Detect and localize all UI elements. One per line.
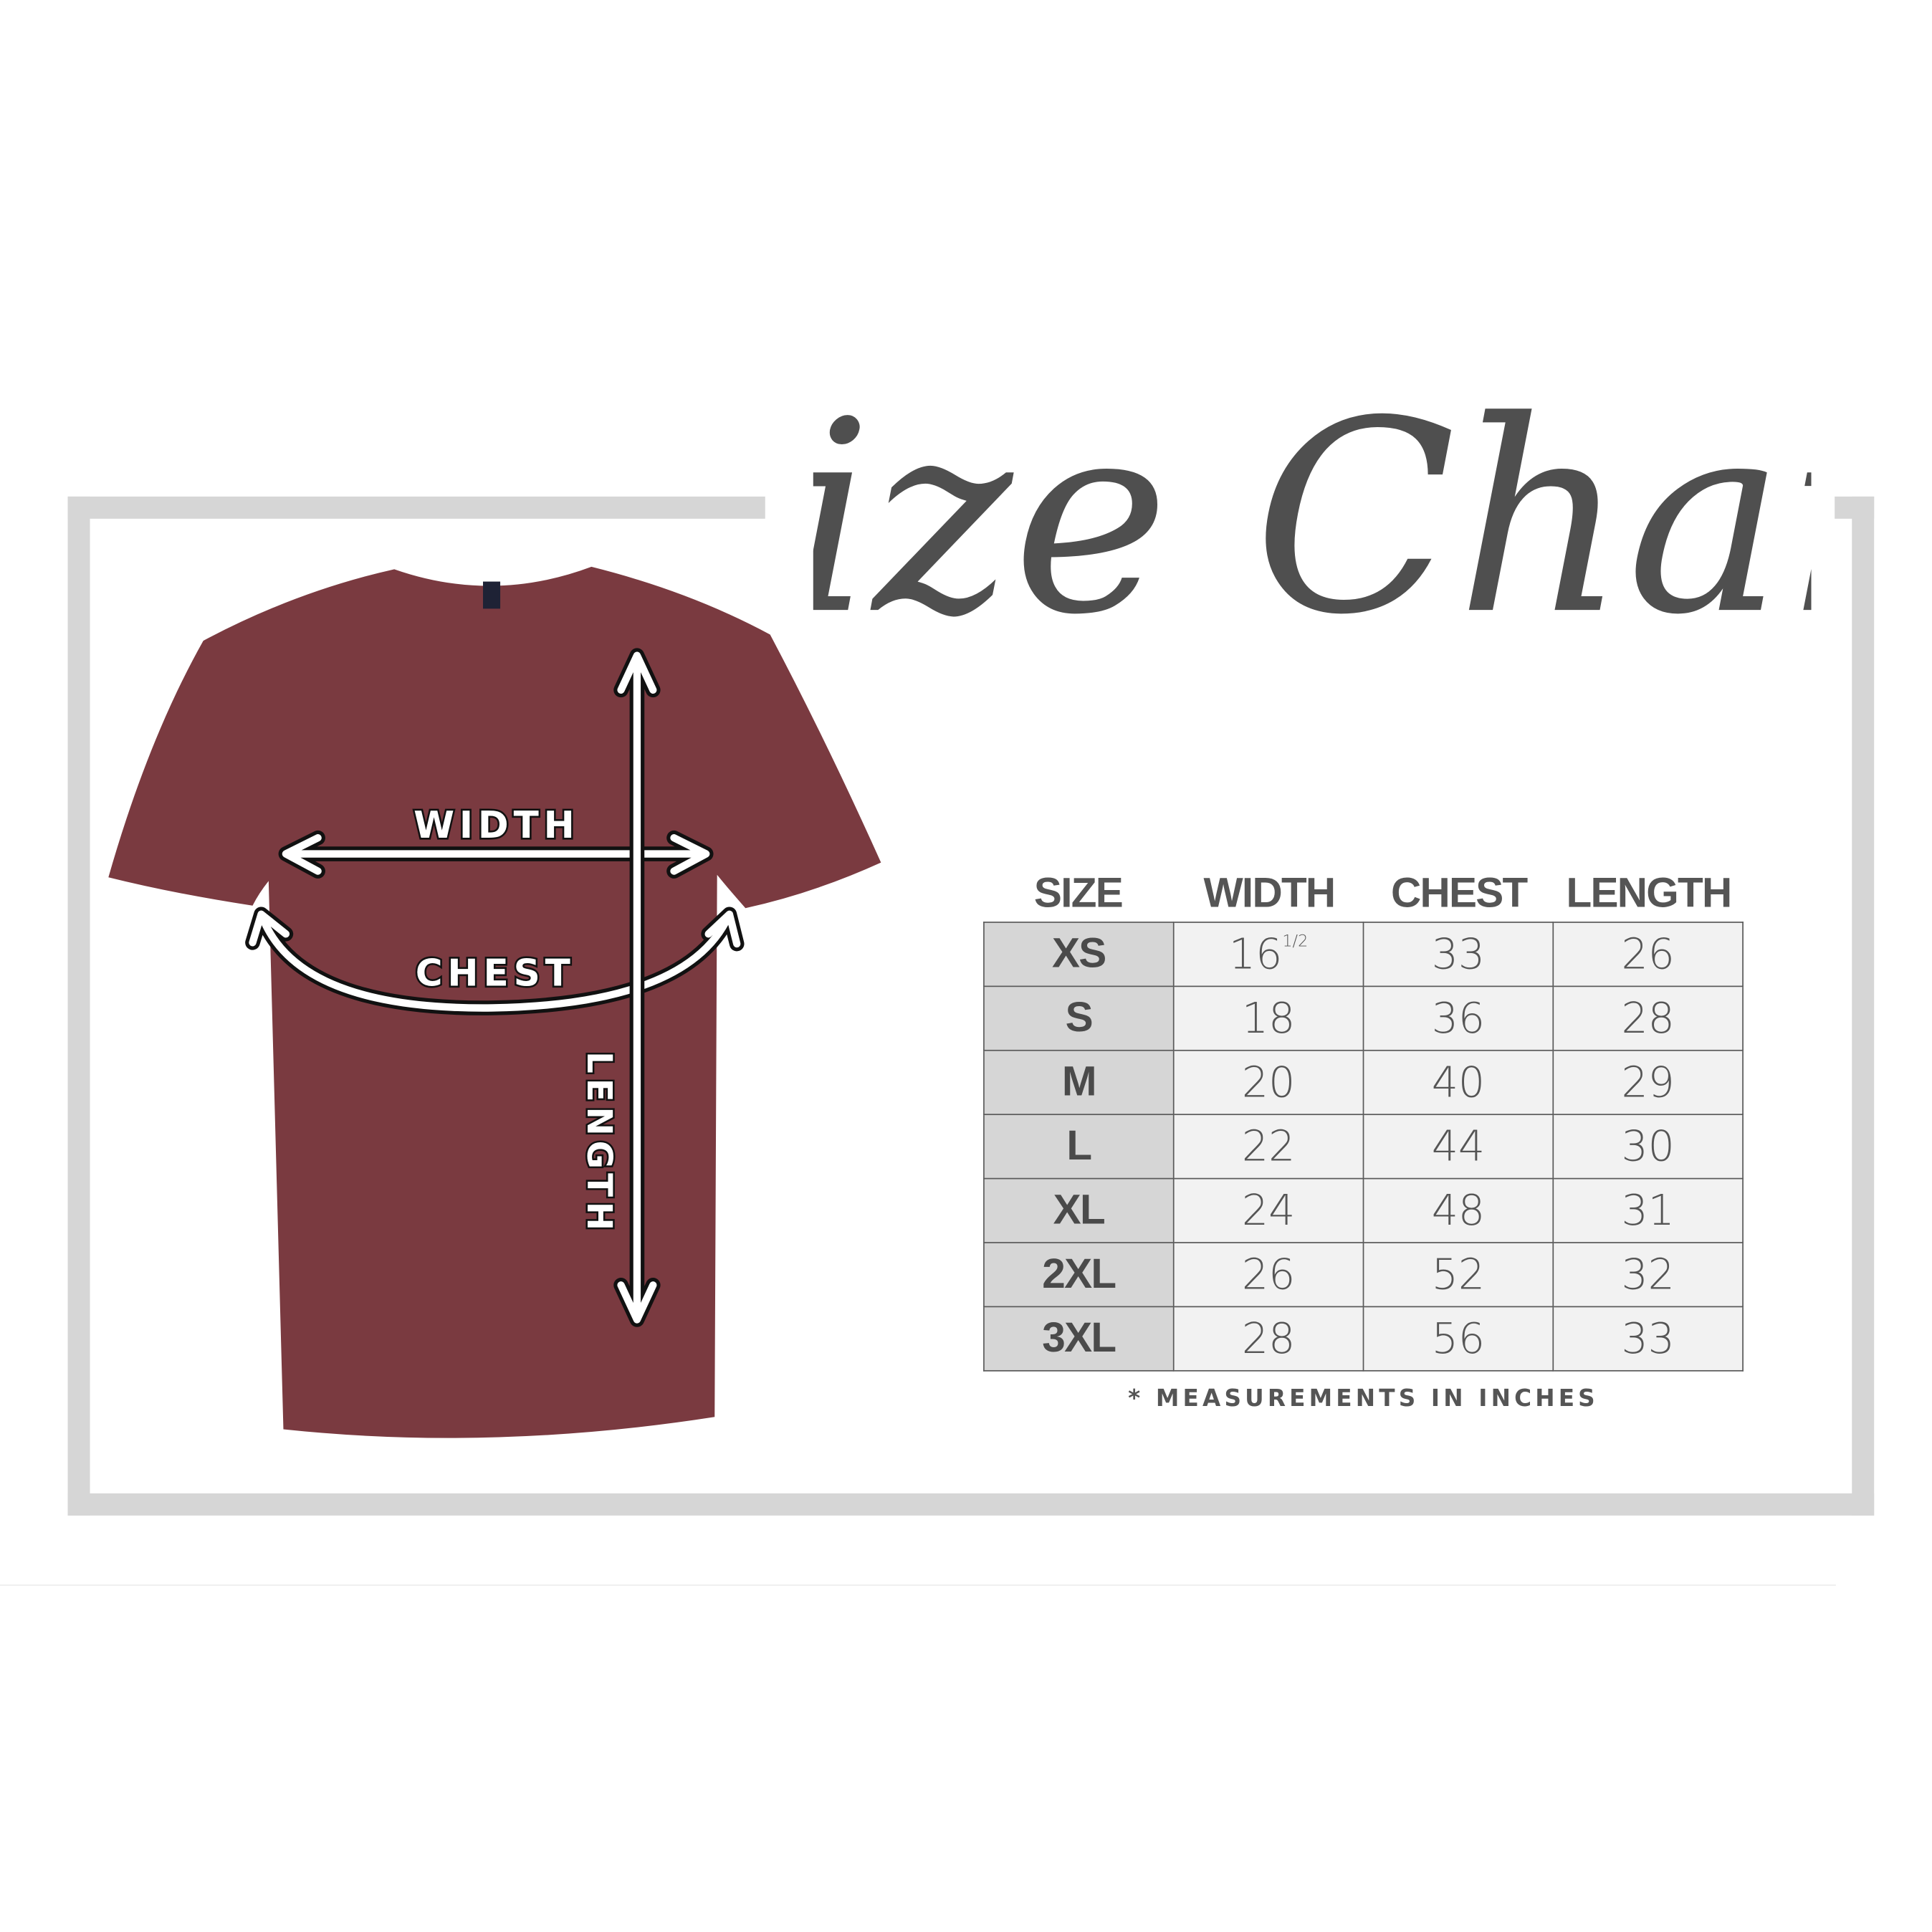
table-row: 3XL 28 56 33: [983, 1306, 1744, 1372]
length-cell-value: 30: [1621, 1122, 1675, 1172]
size-cell: S: [983, 985, 1175, 1051]
chest-arrow-icon: [245, 907, 745, 1015]
length-cell: 32: [1552, 1242, 1744, 1308]
chest-cell: 40: [1362, 1049, 1554, 1116]
width-cell-value: 20: [1241, 1058, 1296, 1107]
header-length: LENGTH: [1566, 869, 1733, 917]
size-cell-value: XS: [1052, 930, 1106, 977]
length-cell-value: 26: [1621, 929, 1675, 980]
divider: [0, 1584, 1836, 1586]
chest-cell: 56: [1362, 1306, 1554, 1372]
frame-left: [67, 496, 90, 1516]
size-cell-value: S: [1065, 994, 1094, 1041]
frame-bottom: [67, 1493, 1875, 1516]
length-cell: 26: [1552, 922, 1744, 987]
size-cell: XL: [983, 1177, 1175, 1243]
width-cell: 24: [1172, 1177, 1364, 1243]
length-cell-value: 32: [1621, 1250, 1675, 1300]
width-cell: 28: [1172, 1306, 1364, 1372]
header-width: WIDTH: [1203, 869, 1336, 917]
width-cell: 161/2: [1172, 922, 1364, 987]
width-cell-value: 22: [1241, 1122, 1296, 1172]
chest-cell-value: 52: [1431, 1250, 1486, 1300]
width-cell-value: 24: [1241, 1185, 1296, 1235]
chest-label: CHEST: [416, 952, 575, 995]
chest-cell: 36: [1362, 985, 1554, 1051]
width-cell: 20: [1172, 1049, 1364, 1116]
table-row: M 20 40 29: [983, 1049, 1744, 1116]
length-cell-value: 29: [1621, 1058, 1675, 1107]
width-fraction: 1/2: [1282, 932, 1309, 951]
width-cell-value: 16: [1228, 929, 1283, 980]
width-arrow-icon: [278, 830, 714, 879]
size-cell-value: XL: [1053, 1186, 1106, 1234]
header-size: SIZE: [1033, 869, 1124, 917]
length-cell: 28: [1552, 985, 1744, 1051]
size-cell: M: [983, 1049, 1175, 1116]
chest-cell-value: 48: [1431, 1185, 1486, 1235]
frame-right: [1852, 496, 1875, 1516]
size-cell-value: 3XL: [1042, 1314, 1116, 1362]
table-row: S 18 36 28: [983, 985, 1744, 1051]
chest-cell-value: 33: [1431, 929, 1486, 980]
size-cell: XS: [983, 922, 1175, 987]
chest-cell: 48: [1362, 1177, 1554, 1243]
title: Size Chart: [813, 365, 1812, 673]
size-cell-value: M: [1061, 1058, 1097, 1106]
page-title: Size Chart: [813, 365, 1812, 673]
width-cell: 18: [1172, 985, 1364, 1051]
chest-cell-value: 56: [1431, 1314, 1486, 1364]
table-row: L 22 44 30: [983, 1114, 1744, 1180]
table-row: 2XL 26 52 32: [983, 1242, 1744, 1308]
length-cell-value: 31: [1621, 1185, 1675, 1235]
width-cell: 26: [1172, 1242, 1364, 1308]
chest-cell-value: 40: [1431, 1058, 1486, 1107]
size-cell: 3XL: [983, 1306, 1175, 1372]
width-cell: 22: [1172, 1114, 1364, 1180]
length-cell: 29: [1552, 1049, 1744, 1116]
width-cell-value: 28: [1241, 1314, 1296, 1364]
chest-cell: 44: [1362, 1114, 1554, 1180]
length-label: LENGTH: [579, 1051, 619, 1235]
header-chest: CHEST: [1390, 869, 1528, 917]
width-label: WIDTH: [413, 804, 580, 847]
size-table: XS 161/2 33 26 S 18 36 28 M 20 40 29 L 22 44 30 XL 24 48 31…: [983, 922, 1744, 1372]
table-row: XL 24 48 31: [983, 1177, 1744, 1243]
chest-cell-value: 36: [1431, 993, 1486, 1043]
length-cell: 33: [1552, 1306, 1744, 1372]
length-cell-value: 28: [1621, 993, 1675, 1043]
footnote: * MEASUREMENTS IN INCHES: [1128, 1385, 1599, 1412]
neck-tag: [483, 581, 501, 609]
frame-top-left: [67, 496, 765, 519]
chest-cell: 33: [1362, 922, 1554, 987]
width-cell-value: 26: [1241, 1250, 1296, 1300]
table-row: XS 161/2 33 26: [983, 922, 1744, 987]
length-cell-value: 33: [1621, 1314, 1675, 1364]
length-arrow-icon: [613, 648, 661, 1327]
size-cell: L: [983, 1114, 1175, 1180]
length-cell: 30: [1552, 1114, 1744, 1180]
width-cell-value: 18: [1241, 993, 1296, 1043]
size-cell-value: L: [1066, 1122, 1092, 1170]
size-cell: 2XL: [983, 1242, 1175, 1308]
size-cell-value: 2XL: [1042, 1250, 1116, 1298]
length-cell: 31: [1552, 1177, 1744, 1243]
chest-cell: 52: [1362, 1242, 1554, 1308]
chest-cell-value: 44: [1431, 1122, 1486, 1172]
